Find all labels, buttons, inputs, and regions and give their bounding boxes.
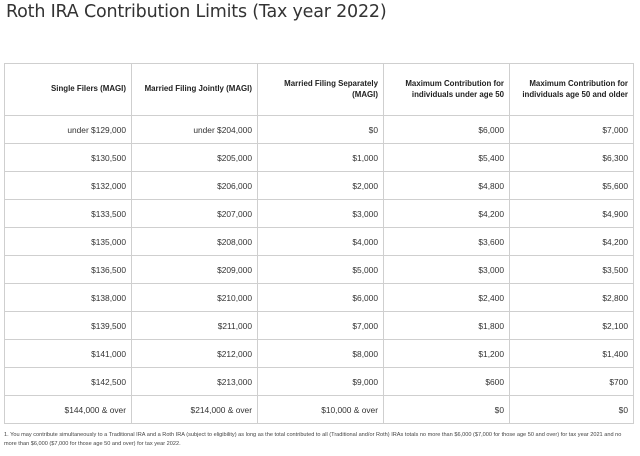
married-separately-cell: $1,000 [257,143,384,172]
table-row: $139,500 $211,000 $7,000 $1,800 $2,100 [4,311,634,340]
married-jointly-cell: $212,000 [131,339,258,368]
table-row: $130,500 $205,000 $1,000 $5,400 $6,300 [4,143,634,172]
contribution-limits-table: Single Filers (MAGI) Married Filing Join… [4,63,634,424]
single-filers-cell: $138,000 [4,283,132,312]
max-50-and-older-cell: $3,500 [509,255,634,284]
max-under-50-cell: $4,200 [383,199,510,228]
married-jointly-cell: $209,000 [131,255,258,284]
max-under-50-cell: $6,000 [383,115,510,144]
married-separately-cell: $7,000 [257,311,384,340]
married-jointly-cell: $206,000 [131,171,258,200]
max-under-50-cell: $3,000 [383,255,510,284]
max-50-and-older-cell: $2,800 [509,283,634,312]
max-under-50-cell: $4,800 [383,171,510,200]
table-row: $144,000 & over $214,000 & over $10,000 & … [4,395,634,424]
married-separately-cell: $10,000 & over [257,395,384,424]
header-single-filers: Single Filers (MAGI) [4,63,132,116]
max-50-and-older-cell: $4,900 [509,199,634,228]
max-50-and-older-cell: $2,100 [509,311,634,340]
header-married-jointly: Married Filing Jointly (MAGI) [131,63,258,116]
married-separately-cell: $6,000 [257,283,384,312]
max-under-50-cell: $5,400 [383,143,510,172]
table-row: $132,000 $206,000 $2,000 $4,800 $5,600 [4,171,634,200]
married-separately-cell: $2,000 [257,171,384,200]
married-separately-cell: $3,000 [257,199,384,228]
married-jointly-cell: $211,000 [131,311,258,340]
single-filers-cell: $136,500 [4,255,132,284]
table-row: $138,000 $210,000 $6,000 $2,400 $2,800 [4,283,634,312]
max-50-and-older-cell: $1,400 [509,339,634,368]
max-50-and-older-cell: $5,600 [509,171,634,200]
table-header-row: Single Filers (MAGI) Married Filing Join… [4,63,634,116]
married-jointly-cell: $207,000 [131,199,258,228]
max-under-50-cell: $1,800 [383,311,510,340]
single-filers-cell: $139,500 [4,311,132,340]
max-under-50-cell: $1,200 [383,339,510,368]
footnote: 1. You may contribute simultaneously to … [4,432,622,447]
table-row: under $129,000 under $204,000 $0 $6,000 $7,0… [4,115,634,144]
table-row: $133,500 $207,000 $3,000 $4,200 $4,900 [4,199,634,228]
max-under-50-cell: $3,600 [383,227,510,256]
single-filers-cell: $144,000 & over [4,395,132,424]
header-married-separately: Married Filing Separately (MAGI) [257,63,384,116]
header-max-under-50: Maximum Contribution for individuals und… [383,63,510,116]
married-separately-cell: $5,000 [257,255,384,284]
max-under-50-cell: $2,400 [383,283,510,312]
married-separately-cell: $9,000 [257,367,384,396]
single-filers-cell: $141,000 [4,339,132,368]
table-body: under $129,000 under $204,000 $0 $6,000 $7,0… [4,115,634,424]
single-filers-cell: $142,500 [4,367,132,396]
married-jointly-cell: $205,000 [131,143,258,172]
married-jointly-cell: under $204,000 [131,115,258,144]
married-separately-cell: $4,000 [257,227,384,256]
max-50-and-older-cell: $7,000 [509,115,634,144]
married-jointly-cell: $213,000 [131,367,258,396]
table-row: $142,500 $213,000 $9,000 $600 $700 [4,367,634,396]
max-under-50-cell: $0 [383,395,510,424]
max-50-and-older-cell: $6,300 [509,143,634,172]
married-jointly-cell: $208,000 [131,227,258,256]
max-50-and-older-cell: $4,200 [509,227,634,256]
table-row: $136,500 $209,000 $5,000 $3,000 $3,500 [4,255,634,284]
single-filers-cell: under $129,000 [4,115,132,144]
header-max-50-and-older: Maximum Contribution for individuals age… [509,63,634,116]
married-jointly-cell: $214,000 & over [131,395,258,424]
married-jointly-cell: $210,000 [131,283,258,312]
single-filers-cell: $133,500 [4,199,132,228]
single-filers-cell: $135,000 [4,227,132,256]
max-50-and-older-cell: $0 [509,395,634,424]
single-filers-cell: $132,000 [4,171,132,200]
single-filers-cell: $130,500 [4,143,132,172]
page-title: Roth IRA Contribution Limits (Tax year 2… [6,2,387,22]
married-separately-cell: $0 [257,115,384,144]
max-under-50-cell: $600 [383,367,510,396]
table-row: $135,000 $208,000 $4,000 $3,600 $4,200 [4,227,634,256]
married-separately-cell: $8,000 [257,339,384,368]
max-50-and-older-cell: $700 [509,367,634,396]
table-row: $141,000 $212,000 $8,000 $1,200 $1,400 [4,339,634,368]
